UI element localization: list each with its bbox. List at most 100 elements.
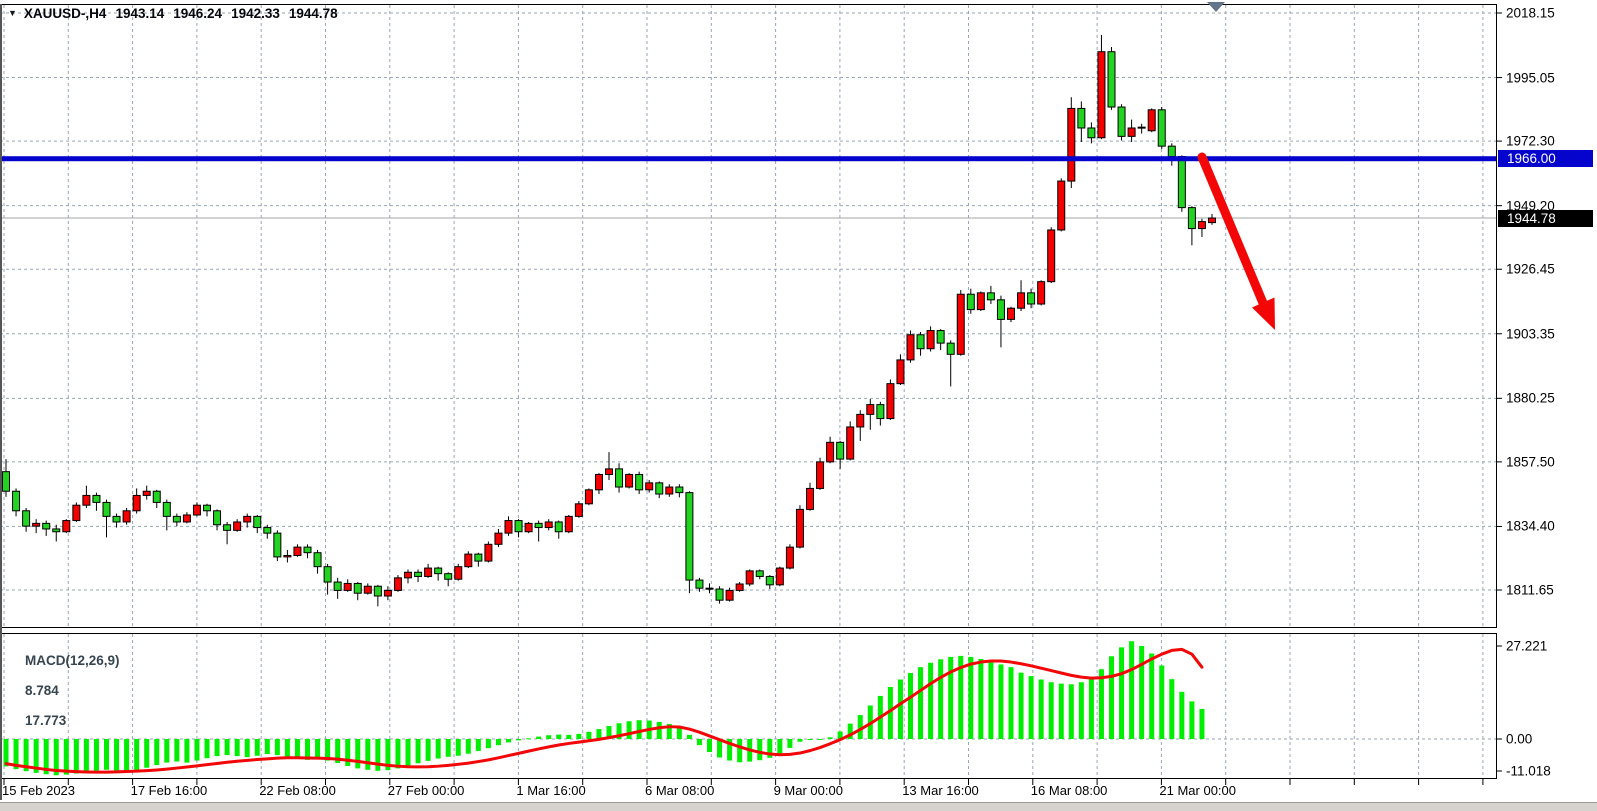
macd-bar — [1068, 684, 1074, 739]
candle — [976, 291, 985, 312]
macd-bar — [415, 739, 421, 764]
macd-bar — [797, 739, 803, 742]
macd-bar — [224, 739, 230, 756]
candle-body — [695, 579, 704, 589]
candle-body — [203, 504, 211, 512]
candle — [846, 421, 855, 461]
candle — [896, 354, 905, 386]
macd-bar — [335, 739, 341, 763]
macd-bar — [274, 739, 280, 756]
candle — [1208, 213, 1216, 225]
price-axis-label: 1857.50 — [1506, 454, 1555, 470]
candle-body — [635, 473, 644, 491]
candle-body — [1077, 107, 1086, 129]
candle-body — [876, 404, 885, 420]
macd-bar — [1008, 667, 1014, 739]
candle — [52, 524, 61, 542]
candle — [404, 569, 412, 584]
macd-bar — [445, 739, 451, 757]
macd-bar — [516, 739, 522, 741]
candle-body — [574, 503, 583, 517]
macd-bar — [737, 739, 743, 763]
candle — [273, 530, 282, 562]
candle-body — [1147, 109, 1156, 132]
candle — [464, 551, 473, 569]
candle — [192, 502, 201, 517]
candle — [795, 505, 804, 549]
candle — [514, 519, 523, 538]
candle — [966, 288, 975, 314]
candle — [816, 457, 825, 490]
macd-bar — [134, 739, 140, 770]
macd-bar — [214, 739, 220, 757]
candle — [765, 575, 774, 590]
candle — [705, 583, 714, 594]
macd-bar — [1189, 701, 1195, 739]
symbol-dropdown-icon[interactable]: ▼ — [8, 7, 17, 18]
candle — [1007, 306, 1015, 323]
candle-body — [132, 494, 141, 512]
candle-body — [343, 582, 352, 591]
candle — [655, 481, 664, 499]
candle-body — [896, 359, 905, 385]
candle-body — [1057, 180, 1066, 231]
candle-body — [806, 487, 814, 510]
current-price-badge: 1944.78 — [1498, 209, 1593, 227]
macd-histogram — [3, 641, 1205, 776]
candle-body — [645, 482, 654, 491]
candle-body — [122, 510, 131, 523]
macd-bar — [1109, 656, 1114, 739]
candle — [1017, 280, 1026, 312]
macd-main-value: 8.784 — [25, 683, 59, 698]
candle-body — [946, 342, 955, 355]
candle-body — [373, 585, 382, 597]
candle — [605, 452, 613, 481]
macd-bar — [928, 662, 934, 739]
candle — [383, 586, 392, 601]
candle — [132, 488, 141, 514]
candle-body — [283, 554, 292, 558]
macd-bar — [807, 739, 813, 741]
candle — [42, 520, 51, 536]
macd-bar — [495, 739, 501, 746]
macd-bar — [164, 739, 170, 763]
candle-body — [605, 468, 613, 475]
chart-shift-marker-icon[interactable] — [1207, 2, 1225, 12]
candle-body — [514, 520, 523, 533]
candle-body — [152, 490, 161, 503]
candle — [1097, 34, 1106, 140]
macd-bar — [1038, 679, 1044, 739]
candle — [1177, 155, 1186, 212]
macd-bar — [636, 720, 642, 739]
macd-bar — [1149, 653, 1155, 739]
candle — [414, 569, 423, 583]
macd-bar — [284, 739, 290, 757]
macd-bar — [355, 739, 361, 769]
candle-body — [705, 587, 714, 590]
macd-bar — [897, 679, 903, 739]
candle — [434, 566, 443, 581]
candle-body — [1097, 51, 1106, 139]
macd-bar — [536, 736, 542, 739]
macd-bar — [968, 656, 974, 739]
candle — [363, 583, 372, 595]
down-arrow — [1197, 152, 1268, 308]
candle — [544, 519, 553, 531]
macd-bar — [63, 739, 69, 775]
macd-bar — [998, 664, 1004, 739]
candle-body — [182, 514, 191, 523]
candle — [203, 503, 211, 517]
macd-bar — [174, 739, 180, 762]
candle-body — [735, 583, 744, 591]
axis-ticks — [3, 12, 1502, 785]
candle-body — [564, 515, 573, 533]
time-axis-label: 21 Mar 00:00 — [1159, 783, 1236, 798]
candle — [876, 401, 885, 426]
macd-bar — [305, 739, 310, 760]
candle-body — [1047, 229, 1056, 283]
candle — [1107, 46, 1116, 110]
candle-body — [966, 293, 975, 311]
time-axis-label: 15 Feb 2023 — [2, 783, 76, 798]
macd-bar — [576, 733, 582, 739]
